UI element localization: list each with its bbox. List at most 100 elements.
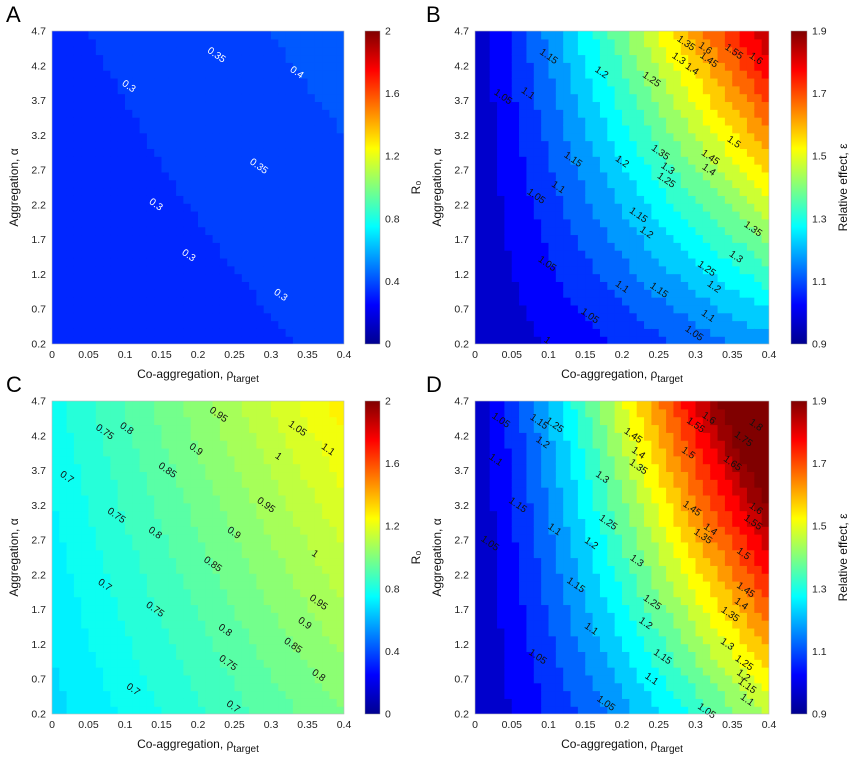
heatmap-cell bbox=[541, 336, 550, 344]
heatmap-cell bbox=[710, 31, 719, 40]
heatmap-cell bbox=[292, 132, 301, 142]
heatmap-cell bbox=[66, 455, 75, 465]
heatmap-cell bbox=[322, 518, 330, 527]
heatmap-cell bbox=[146, 659, 155, 668]
heatmap-cell bbox=[81, 502, 90, 512]
heatmap-cell bbox=[329, 124, 338, 134]
heatmap-cell bbox=[73, 447, 82, 457]
heatmap-cell bbox=[95, 557, 104, 566]
heatmap-cell bbox=[724, 38, 733, 48]
heatmap-cell bbox=[183, 281, 192, 290]
x-tick-label: 0.35 bbox=[722, 349, 743, 361]
heatmap-cell bbox=[81, 31, 90, 40]
heatmap-cell bbox=[52, 494, 60, 504]
heatmap-cell bbox=[497, 124, 505, 134]
heatmap-cell bbox=[271, 85, 279, 95]
heatmap-cell bbox=[66, 218, 75, 228]
heatmap-cell bbox=[673, 218, 682, 228]
heatmap-cell bbox=[59, 226, 68, 236]
heatmap-cell bbox=[475, 218, 483, 228]
heatmap-cell bbox=[52, 273, 60, 282]
heatmap-cell bbox=[59, 140, 68, 149]
heatmap-cell bbox=[154, 46, 163, 56]
heatmap-cell bbox=[59, 124, 68, 134]
heatmap-cell bbox=[754, 140, 763, 149]
heatmap-cell bbox=[307, 674, 316, 684]
heatmap-cell bbox=[482, 273, 491, 282]
heatmap-cell bbox=[504, 179, 513, 189]
heatmap-cell bbox=[263, 526, 272, 535]
heatmap-cell bbox=[88, 534, 97, 543]
heatmap-cell bbox=[52, 281, 60, 290]
heatmap-cell bbox=[176, 132, 184, 142]
heatmap-cell bbox=[110, 101, 119, 110]
heatmap-cell bbox=[614, 117, 623, 126]
heatmap-cell bbox=[81, 195, 90, 204]
heatmap-cell bbox=[585, 328, 594, 337]
heatmap-cell bbox=[271, 557, 279, 566]
heatmap-cell bbox=[577, 46, 586, 56]
heatmap-cell bbox=[563, 156, 572, 165]
heatmap-cell bbox=[607, 164, 616, 173]
heatmap-cell bbox=[59, 510, 68, 519]
heatmap-cell bbox=[241, 179, 250, 189]
heatmap-cell bbox=[746, 234, 755, 243]
heatmap-cell bbox=[219, 304, 228, 314]
heatmap-cell bbox=[176, 440, 184, 449]
heatmap-cell bbox=[541, 77, 550, 87]
heatmap-cell bbox=[205, 54, 214, 63]
heatmap-cell bbox=[139, 627, 148, 637]
heatmap-cell bbox=[212, 502, 221, 512]
heatmap-cell bbox=[95, 682, 104, 692]
heatmap-cell bbox=[241, 526, 250, 535]
heatmap-cell bbox=[103, 471, 111, 480]
heatmap-cell bbox=[285, 265, 294, 275]
heatmap-cell bbox=[176, 148, 184, 157]
heatmap-cell bbox=[680, 164, 689, 173]
heatmap-cell bbox=[651, 70, 660, 79]
heatmap-cell bbox=[95, 588, 104, 598]
heatmap-cell bbox=[599, 54, 608, 63]
heatmap-cell bbox=[497, 320, 505, 329]
heatmap-cell bbox=[139, 651, 148, 660]
heatmap-cell bbox=[607, 210, 616, 220]
heatmap-cell bbox=[292, 195, 301, 204]
heatmap-cell bbox=[66, 401, 75, 410]
heatmap-cell bbox=[132, 526, 141, 535]
heatmap-cell bbox=[300, 124, 309, 134]
heatmap-cell bbox=[570, 312, 579, 322]
heatmap-cell bbox=[256, 580, 265, 590]
heatmap-cell bbox=[761, 281, 769, 290]
heatmap-cell bbox=[285, 140, 294, 149]
heatmap-cell bbox=[285, 682, 294, 692]
heatmap-cell bbox=[139, 541, 148, 551]
heatmap-cell bbox=[161, 273, 170, 282]
heatmap-cell bbox=[497, 336, 505, 344]
heatmap-cell bbox=[227, 659, 236, 668]
heatmap-cell bbox=[614, 70, 623, 79]
heatmap-cell bbox=[658, 242, 667, 251]
heatmap-cell bbox=[212, 690, 221, 699]
heatmap-cell bbox=[227, 667, 236, 676]
heatmap-cell bbox=[292, 534, 301, 543]
heatmap-cell bbox=[475, 210, 483, 220]
heatmap-cell bbox=[307, 706, 316, 714]
heatmap-cell bbox=[278, 534, 287, 543]
heatmap-cell bbox=[300, 416, 309, 426]
heatmap-cell bbox=[761, 70, 769, 79]
heatmap-cell bbox=[292, 250, 301, 259]
heatmap-cell bbox=[168, 674, 177, 684]
heatmap-field bbox=[52, 401, 344, 714]
heatmap-cell bbox=[710, 46, 719, 56]
heatmap-cell bbox=[285, 588, 294, 598]
heatmap-cell bbox=[761, 195, 769, 204]
heatmap-cell bbox=[307, 557, 316, 566]
heatmap-cell bbox=[132, 408, 141, 418]
heatmap-cell bbox=[710, 164, 719, 173]
heatmap-cell bbox=[695, 70, 704, 79]
heatmap-cell bbox=[555, 336, 564, 344]
heatmap-cell bbox=[117, 612, 126, 621]
heatmap-cell bbox=[168, 651, 177, 660]
heatmap-cell bbox=[81, 440, 90, 449]
heatmap-cell bbox=[599, 195, 608, 204]
